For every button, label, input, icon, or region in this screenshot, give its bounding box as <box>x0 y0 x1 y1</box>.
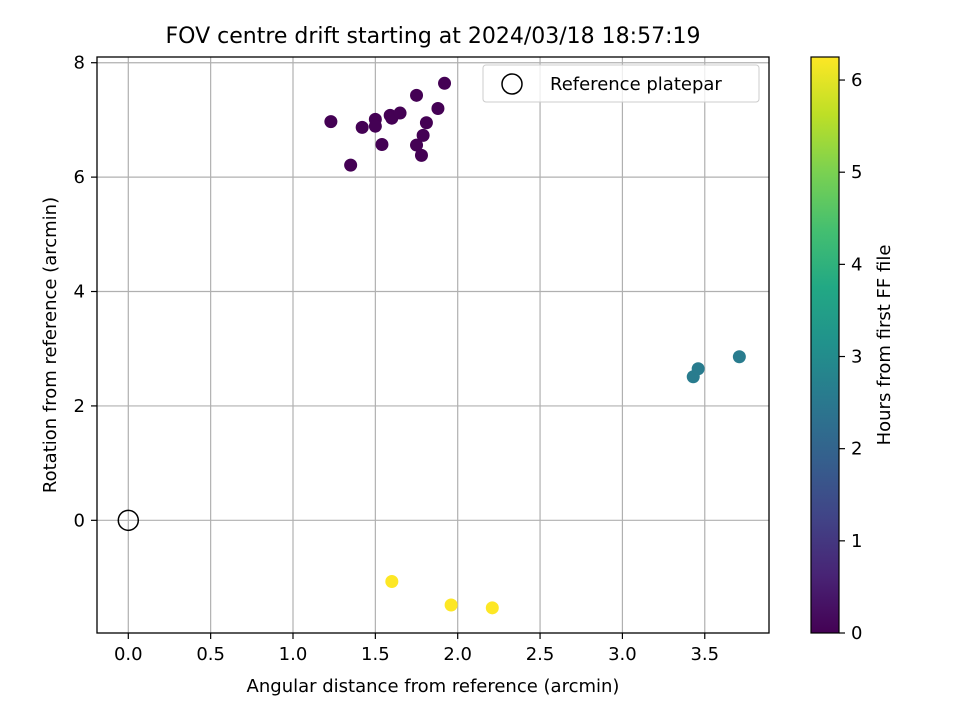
legend-label-reference: Reference platepar <box>550 74 722 95</box>
data-point <box>438 76 452 90</box>
x-tick-label: 0.5 <box>196 644 225 665</box>
x-tick-label: 1.0 <box>279 644 308 665</box>
data-point <box>691 362 705 376</box>
data-point <box>368 119 382 133</box>
data-point <box>414 148 428 162</box>
y-tick-label: 2 <box>74 396 85 417</box>
y-tick-label: 0 <box>74 510 85 531</box>
x-tick-label: 0.0 <box>114 644 143 665</box>
colorbar-tick-label: 2 <box>851 439 862 460</box>
reference-platepar-marker <box>117 509 140 532</box>
y-tick-label: 6 <box>74 167 85 188</box>
colorbar-tick-label: 3 <box>851 347 862 368</box>
x-tick-label: 3.5 <box>690 644 719 665</box>
x-tick-label: 2.5 <box>526 644 555 665</box>
chart-title: FOV centre drift starting at 2024/03/18 … <box>166 24 701 49</box>
data-point <box>324 115 338 129</box>
data-points <box>117 76 746 615</box>
data-point <box>410 88 424 102</box>
colorbar-ticks: 0 1 2 3 4 5 6 <box>839 70 862 644</box>
data-point <box>344 158 358 172</box>
colorbar-label: Hours from first FF file <box>874 245 895 446</box>
y-tick-label: 4 <box>74 282 85 303</box>
y-axis-ticks: 0 2 4 6 8 <box>74 53 97 531</box>
colorbar-tick-label: 6 <box>851 70 862 91</box>
data-point <box>355 120 369 134</box>
data-point <box>485 601 499 615</box>
plot-frame <box>96 56 770 634</box>
data-point <box>431 101 445 115</box>
x-tick-label: 1.5 <box>361 644 390 665</box>
data-point <box>416 128 430 142</box>
data-point <box>393 106 407 120</box>
colorbar-tick-label: 4 <box>851 254 862 275</box>
x-axis-ticks: 0.0 0.5 1.0 1.5 2.0 2.5 3.0 3.5 <box>114 633 719 665</box>
y-tick-label: 8 <box>74 53 85 74</box>
data-point <box>732 350 746 364</box>
grid <box>97 57 769 633</box>
x-tick-label: 3.0 <box>608 644 637 665</box>
data-point <box>410 138 424 152</box>
data-point <box>419 116 433 130</box>
legend: Reference platepar <box>482 64 760 103</box>
colorbar-tick-label: 5 <box>851 162 862 183</box>
legend-box <box>482 64 760 103</box>
data-point <box>444 598 458 612</box>
legend-reference-marker <box>501 73 523 95</box>
y-axis-label: Rotation from reference (arcmin) <box>40 197 61 493</box>
colorbar: 0 1 2 3 4 5 6 Hours from first FF file <box>810 56 895 644</box>
colorbar-tick-label: 1 <box>851 531 862 552</box>
data-point <box>385 575 399 589</box>
data-point <box>375 138 389 152</box>
x-axis-label: Angular distance from reference (arcmin) <box>247 676 620 697</box>
x-tick-label: 2.0 <box>443 644 472 665</box>
colorbar-gradient <box>810 56 840 634</box>
colorbar-tick-label: 0 <box>851 623 862 644</box>
